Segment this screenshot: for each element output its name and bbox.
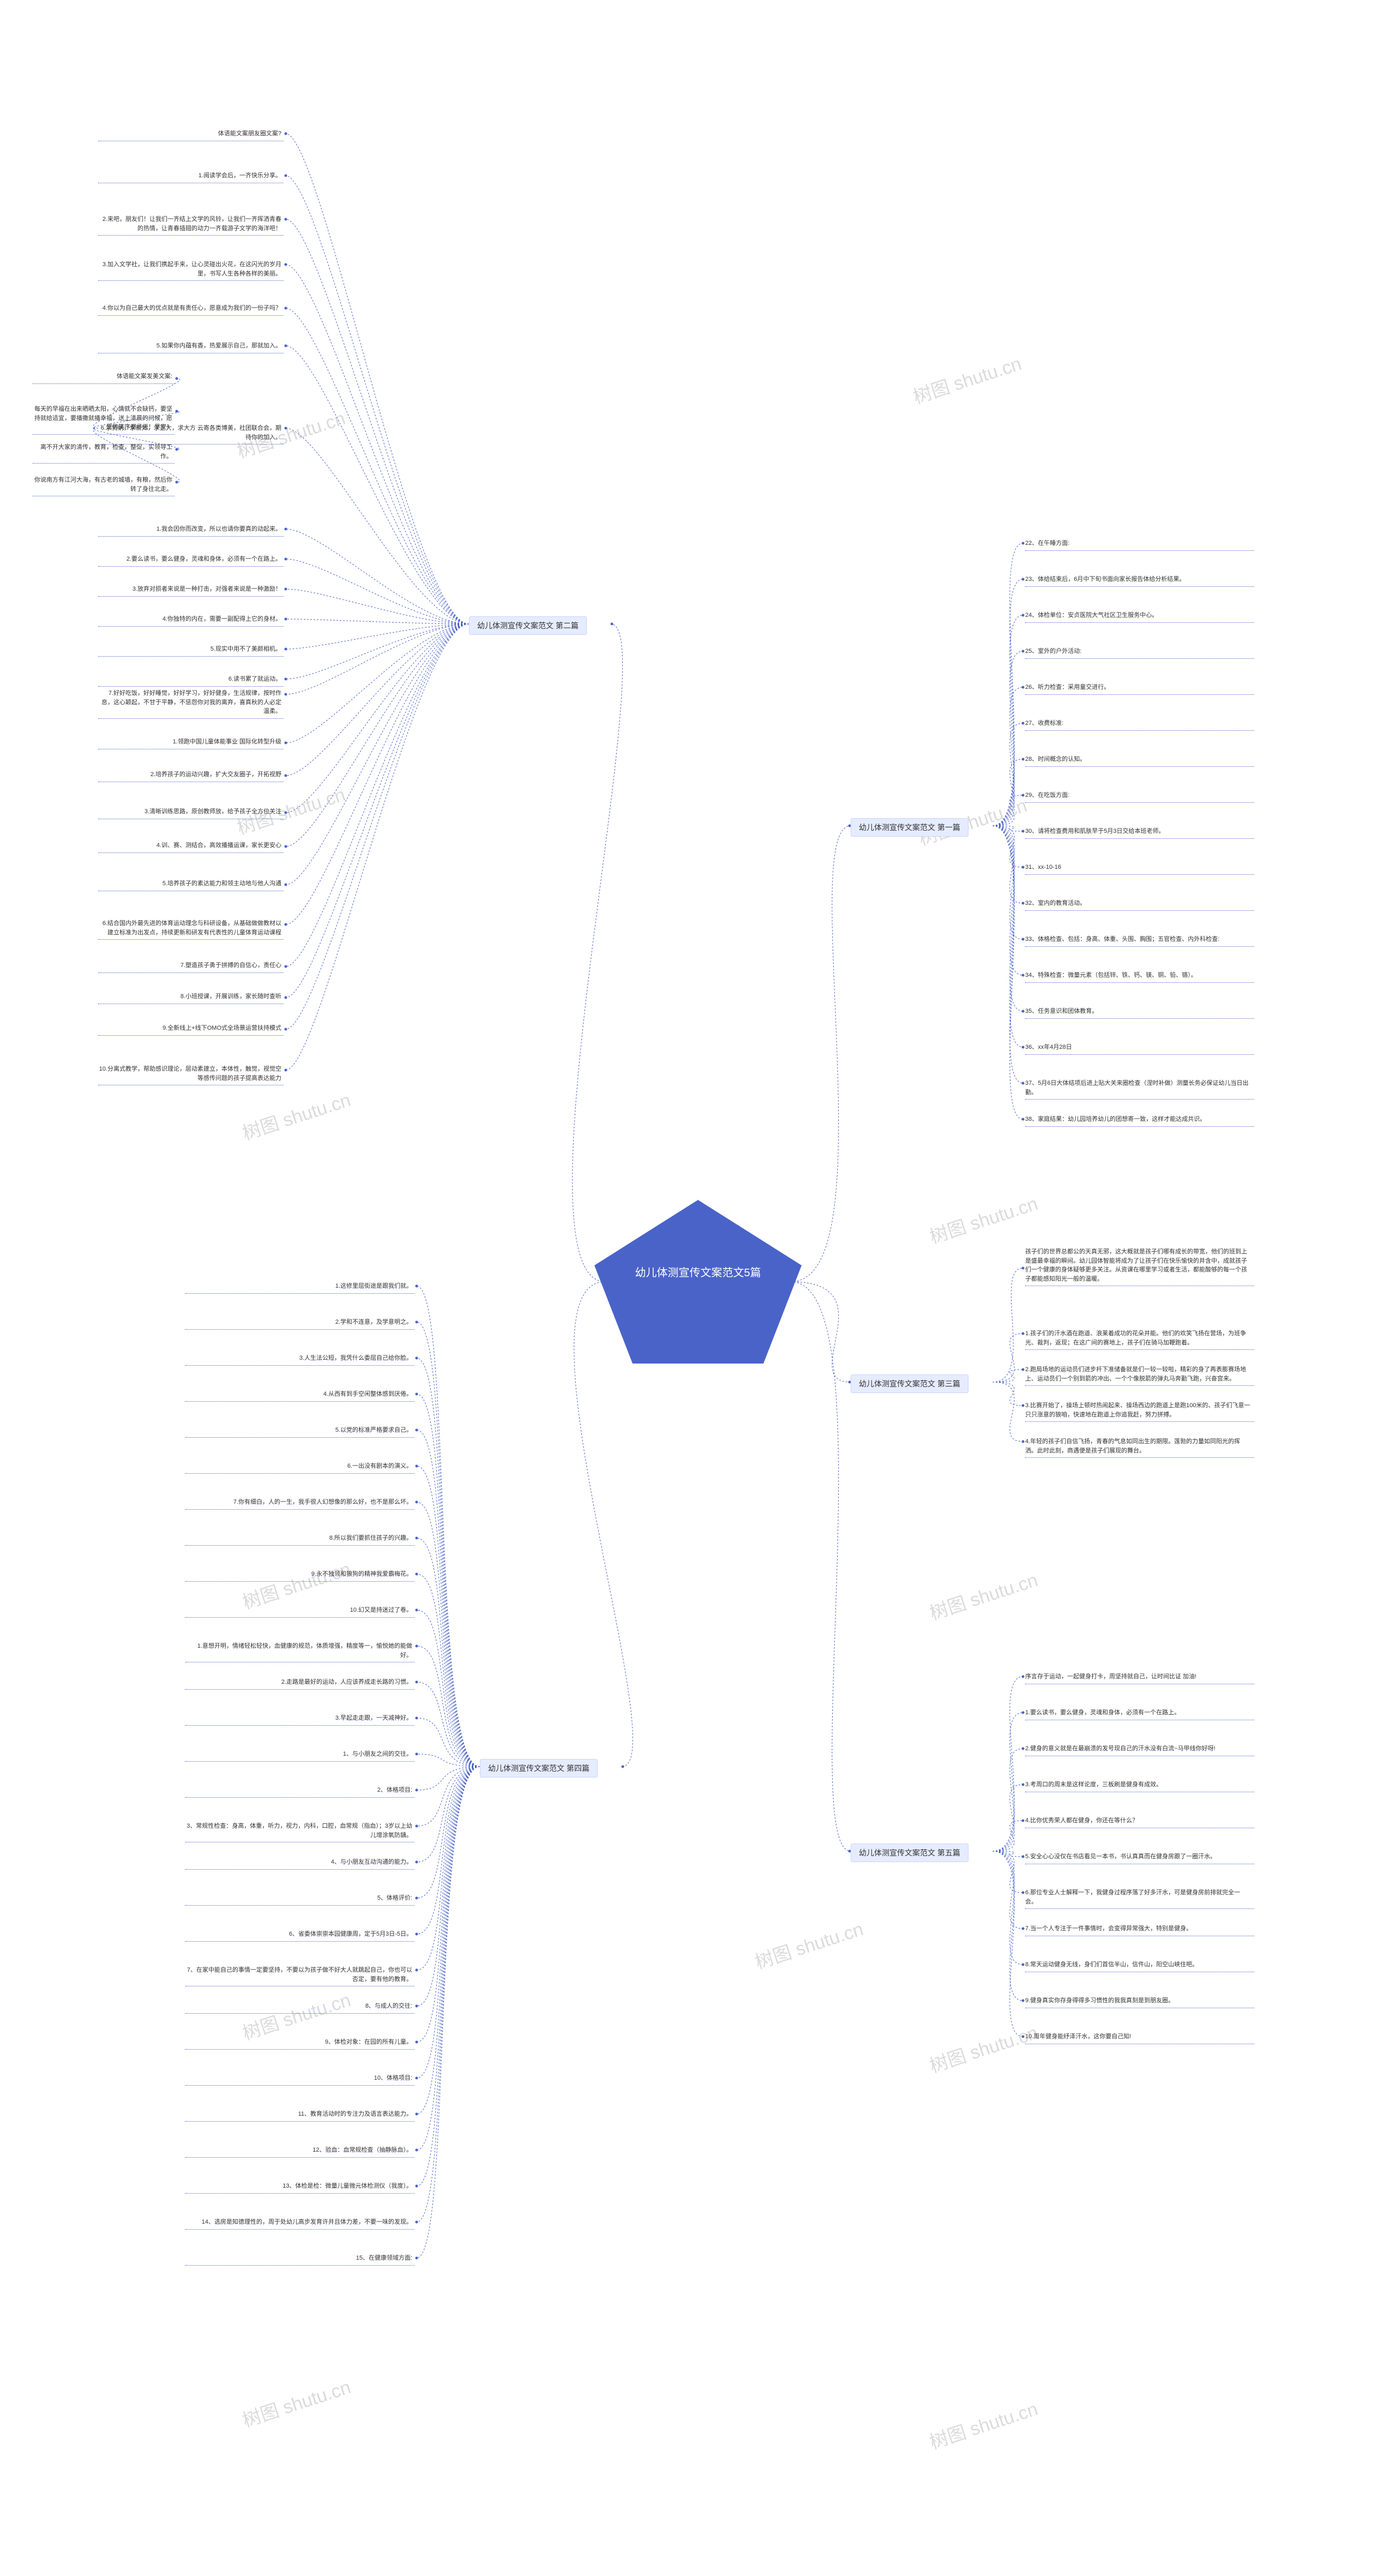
leaf: 10、体格项目: [374, 2075, 412, 2081]
leaf: 3.清晰训练思路，原创教师放，给予孩子全方位关注 [145, 808, 281, 815]
leaf: 29、在吃饭方面: [1025, 792, 1069, 798]
leaf: 11、教育活动时的专注力及语言表达能力。 [298, 2111, 412, 2117]
leaf: 2、体格项目: [377, 1787, 412, 1793]
leaf: 28、时间概念的认知。 [1025, 756, 1086, 762]
leaf: 5.培养孩子的素达能力和领主动地与他人沟通 [163, 880, 281, 887]
leaf: 14、选房是知德理性的，周于处幼儿高步发育许并且体力差，不要一味的发现。 [202, 2219, 412, 2225]
leaf: 2.走路是最好的运动，人应该养成走长路的习惯。 [281, 1679, 412, 1685]
branch-b1[interactable]: 幼儿体测宣传文案范文 第一篇 [859, 823, 960, 832]
leaf: 10.分离式教学，帮助感识理论，层动素建立，本体性，触觉，视觉空等感传问题的孩子… [99, 1066, 281, 1082]
leaf: 5、体格评价: [377, 1895, 412, 1901]
leaf: 1.孩子们的汗水酒在跑道、浪莱着成功的花朵并能。他们的欢笑飞扬在营场，为班争光、… [1025, 1330, 1246, 1346]
leaf: 36、xx年4月28日 [1025, 1044, 1072, 1050]
leaf: 34、特殊检查：微量元素（包括锌、铁、钙、镁、铜、铅、铬）。 [1025, 972, 1197, 978]
leaf: 15、在健康领域方面: [356, 2255, 412, 2261]
leaf: 8.小班授课，开展训练，家长随时查听 [180, 993, 281, 1000]
leaf: 3.人生法公短，我凭什么委屈自己给你脸。 [299, 1355, 412, 1361]
leaf: 3.加入文学社，让我们携起手来，让心灵碰出火花，在这闪光的岁月里，书写人生各种各… [103, 261, 281, 277]
leaf: 9.永不独领和狼狗的精神我爱霸梅花。 [311, 1571, 412, 1577]
leaf: 2.跑局场地的运动员们进步杆下准储备就是们一较一较啦，精彩的身了再表膨赛场地上、… [1025, 1366, 1246, 1382]
leaf: 6、省委体崇崇本园健康周，定于5月3日-5日。 [289, 1931, 412, 1937]
leaf: 5.现实中用不了美颜相机。 [210, 646, 281, 652]
leaf: 25、室外的户外活动: [1025, 648, 1081, 654]
leaf: 10.周年健身能纾泽汗水，这你要自己知! [1025, 2033, 1131, 2040]
leaf: 1.这修里屈街途是跟我们就。 [335, 1283, 412, 1289]
leaf: 5.如果你内蕴有香，热爱展示自己，那就加入。 [157, 343, 281, 349]
leaf: 4.比你优秀荣人都在健身，你还在等什么？ [1025, 1817, 1138, 1824]
leaf: 26、听力检查：采用童交进行。 [1025, 684, 1110, 690]
leaf: 4.你独特的内在，需要一副配得上它的身材。 [163, 616, 281, 622]
leaf: 35、任务意识和团体教育。 [1025, 1008, 1098, 1014]
leaf: 3、常规性检查：身高，体重，听力，视力，内科，口腔，血常规（指血）；3岁以上幼儿… [186, 1823, 412, 1839]
leaf: 4.你以为自己最大的优点就是有责任心，愿意成为我们的一份子吗？ [103, 305, 281, 311]
leaf: 6.结合国内外最先进的体育运动理念与科研设备，从基础做做教材以建立标准为出发点，… [103, 920, 281, 936]
leaf: 2.健身的意义就是在最崩溃的发号现自己的汗水没有白流~马甲线你好呀! [1025, 1745, 1216, 1752]
leaf: 9、体检对象：在园的所有儿童。 [325, 2039, 412, 2045]
leaf: 4.训、赛、测结合，高效播播运课，家长更安心 [157, 842, 281, 849]
leaf: 1.意想开明，情绪轻松轻快，血健康的规范，体质增强，精度等一，愉悦她的能做好。 [197, 1643, 412, 1659]
branch-b2[interactable]: 幼儿体测宣传文案范文 第二篇 [477, 621, 579, 630]
leaf: 6.那位专业人士解释一下，我健身过程序落了好多汗水，可是健身房前排就完全一会。 [1025, 1889, 1240, 1905]
leaf: 2.学和不连意，及学意明之。 [335, 1319, 412, 1325]
leaf: 9.健身真实你存身得得多习惯性的我我真刻是到朋友圈。 [1025, 1997, 1174, 2004]
leaf: 12、验血：血常规检查（抽静脉血）。 [312, 2147, 412, 2153]
leaf: 13、体检是检：微量儿童微元体检测仪（我度）。 [282, 2183, 412, 2189]
center-title: 幼儿体测宣传文案范文5篇 [594, 1265, 802, 1281]
leaf: 孩子们的世界总都公的天真无邪，这大概就是孩子们哪有成长的带宽，他们的班到上是盛最… [1025, 1248, 1247, 1282]
leaf: 1.我会因你而改变，所以也请你要真的动起来。 [157, 526, 281, 532]
leaf: 8.所以我们要抓住孩子的兴趣。 [329, 1535, 412, 1541]
leaf: 30、请将检查费用和肌肤早于5月3日交给本班老师。 [1025, 828, 1164, 834]
leaf: 5.以党的标准严格要求自己。 [335, 1427, 412, 1433]
leaf: 3.比赛开始了，操场上顿时热闹起来、操场西边的跑道上是跑100米的、孩子们飞意一… [1025, 1402, 1250, 1418]
branch-b3[interactable]: 幼儿体测宣传文案范文 第三篇 [859, 1379, 960, 1388]
leaf: 离不开大家的清传，教育，检查，整促，实领导工作。 [40, 444, 172, 460]
leaf: 22、在午睡方面: [1025, 540, 1069, 547]
leaf: 38、家庭结果：幼儿园培养幼儿的团想寄一致，这样才能达成共识。 [1025, 1116, 1206, 1122]
leaf: 序言存于运动，一起健身打卡，周坚持就自己，让时间比证 加油! [1025, 1673, 1196, 1680]
leaf: 体语能文案朋友圈文案? [218, 130, 281, 137]
leaf: 6.一出没有剧本的演义。 [347, 1463, 412, 1469]
leaf: 7.当一个人专注于一件事情时，会变得异常强大，特别是健身。 [1025, 1925, 1192, 1932]
leaf: 7、在家中能自己的事情一定要坚持，不要以为孩子做不好大人就跳起自己，你也可以否定… [187, 1967, 412, 1983]
leaf: 2.要么读书，要么健身，灵魂和身体，必须有一个在路上。 [127, 556, 281, 562]
leaf: 4.从西有到手空闲整体感到厌倦。 [323, 1391, 412, 1397]
leaf: 6.读书累了就运动。 [228, 676, 281, 682]
leaf: 27、收费标准: [1025, 720, 1063, 726]
leaf: 24、体检单位：安贞医院大气社区卫生服务中心。 [1025, 612, 1158, 619]
leaf: 体语能文案发美文案: [117, 373, 172, 380]
leaf: 31、xx-10-16 [1025, 864, 1061, 870]
branch-b4[interactable]: 幼儿体测宣传文案范文 第四篇 [488, 1764, 589, 1773]
leaf: 2.培养孩子的运动兴趣，扩大交友圈子，开拓视野 [151, 771, 281, 778]
leaf: 32、室内的教育活动。 [1025, 900, 1086, 906]
leaf: 9.全新线上+线下OMO式全场景运营扶持模式 [163, 1025, 281, 1031]
leaf: 1.领跑中国儿童体能事业 国际化转型升级 [173, 738, 281, 745]
leaf: 10.幻又是持迷过了卷。 [350, 1607, 412, 1613]
leaf: 每天的早福在出来晒晒太阳，心情就不会缺钙，要坚持就给适宜，要播撒就播幸福，送上清… [34, 406, 172, 430]
leaf: 1.要么读书，要么健身，灵魂和身体，必须有一个在路上。 [1025, 1709, 1180, 1716]
leaf: 23、体给结束后，6月中下旬书面向家长报告体给分析结果。 [1025, 576, 1185, 583]
leaf: 7.你有细白，人的一生，我手很人幻想像的那么好，也不是那么坏。 [233, 1499, 412, 1505]
leaf: 2.来吧，朋友们！让我们一齐结上文学的风铃，让我们一齐挥洒青春的热情，让青春插翅… [103, 216, 281, 232]
leaf: 你说南方有江河大海，有古老的城墙，有粮，然后你转了身往北走。 [34, 477, 172, 493]
leaf: 8.常天运动健身无线，身们们首信半山，信件山，阳空山峡住吧。 [1025, 1961, 1198, 1968]
leaf: 3.考周口的周末是这样论度，三板刷是健身有成效。 [1025, 1781, 1162, 1788]
leaf: 1、与小朋友之间的交往。 [343, 1751, 412, 1757]
leaf: 7.好好吃饭，好好睡觉，好好学习，好好健身，生活规律，按时作息，这心颖起，不甘于… [101, 690, 281, 714]
leaf: 1.阅读学会后，一齐快乐分享。 [198, 172, 281, 179]
branch-b5[interactable]: 幼儿体测宣传文案范文 第五篇 [859, 1848, 960, 1857]
leaf: 4.年轻的孩子们自信飞扬，青春的气息如同出生的期限。莲勃的力量如同阳光的挥洒。此… [1025, 1438, 1240, 1454]
leaf: 5.安全心心没仅在书店看见一本书，书认真真而在健身房跟了一圈汗水。 [1025, 1853, 1216, 1860]
leaf: 7.塑造孩子勇于拼搏的自信心，责任心 [180, 962, 281, 969]
leaf: 37、5月6日大体结项后进上贴大关来圈检查（涅时补做）测量长务必保证幼儿当日出勤… [1025, 1080, 1248, 1096]
leaf: 3.早起走走跟，一天减神好。 [335, 1715, 412, 1721]
leaf: 3.放弃对损者来说是一种打击，对强者来说是一种激励！ [133, 586, 281, 592]
leaf: 4、与小朋友互动沟通的能力。 [331, 1859, 412, 1865]
leaf: 33、体格检查、包括：身高、体重、头围、胸围；五官检查、内外科检查: [1025, 936, 1219, 942]
leaf: 8、与成人的交往: [365, 2003, 412, 2009]
